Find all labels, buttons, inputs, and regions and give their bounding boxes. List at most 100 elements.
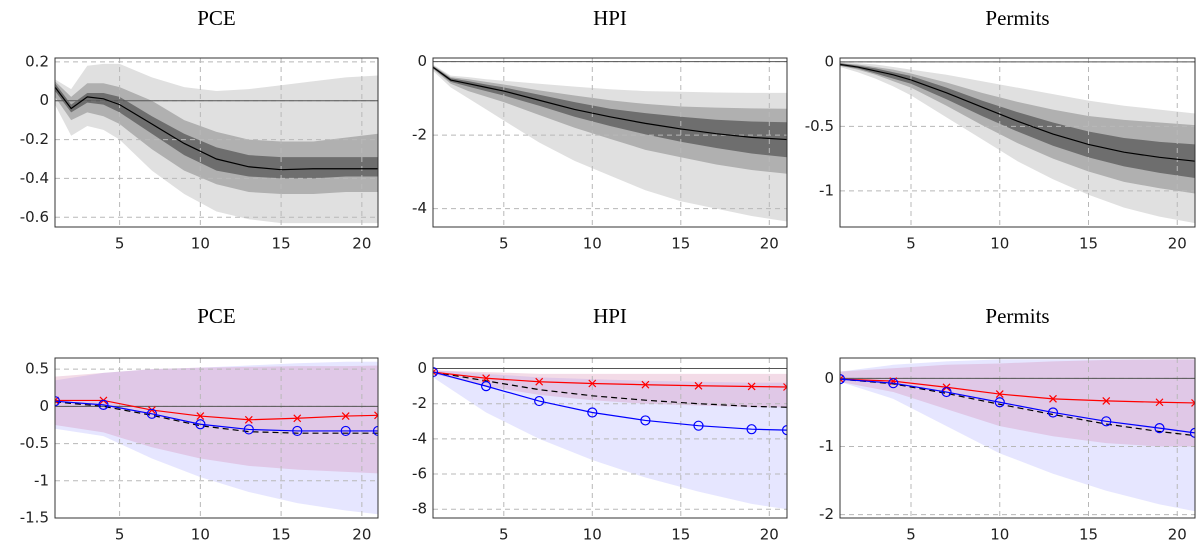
- marker: [587, 407, 598, 418]
- y-tick-label: 0: [824, 369, 834, 387]
- panel: Permits 5 10 15 20 -1 -0.5 0: [805, 6, 1196, 253]
- y-tick-label: -8: [412, 500, 427, 518]
- marker: [433, 366, 439, 378]
- marker: [196, 412, 205, 420]
- marker: [98, 399, 109, 410]
- confidence-band: [433, 66, 787, 158]
- marker: [641, 380, 650, 389]
- marker: [995, 390, 1004, 399]
- marker: [535, 377, 544, 386]
- marker: [1047, 407, 1059, 418]
- series-line: [840, 378, 1195, 404]
- marker: [341, 412, 350, 420]
- x-tick-label: 10: [990, 526, 1009, 544]
- marker: [1189, 427, 1195, 438]
- x-tick-label: 15: [671, 526, 690, 544]
- marker: [195, 419, 206, 430]
- y-tick-label: -2: [412, 126, 427, 144]
- series-line: [840, 63, 1195, 162]
- x-tick-label: 10: [583, 235, 602, 253]
- marker: [941, 386, 952, 398]
- x-tick-label: 20: [352, 235, 371, 253]
- marker: [1155, 398, 1164, 407]
- marker: [293, 414, 302, 423]
- marker: [747, 382, 756, 391]
- marker: [588, 379, 597, 388]
- series-line: [55, 399, 378, 421]
- marker: [840, 374, 846, 385]
- panel-title: HPI: [593, 6, 627, 30]
- y-tick-label: 0: [824, 52, 834, 70]
- x-tick-label: 20: [760, 526, 779, 544]
- y-tick-label: -2: [819, 505, 834, 523]
- y-tick-label: 0.5: [25, 360, 49, 378]
- marker: [1191, 399, 1195, 407]
- marker: [55, 396, 59, 405]
- x-tick-label: 5: [115, 526, 125, 544]
- marker: [693, 420, 704, 431]
- y-tick-label: 0: [417, 359, 427, 377]
- series-line: [433, 371, 787, 388]
- plot-frame: [54, 57, 379, 228]
- marker: [746, 424, 757, 435]
- x-tick-label: 15: [1079, 235, 1098, 253]
- series-line: [433, 66, 787, 141]
- x-tick-label: 15: [272, 526, 291, 544]
- panel-title: PCE: [197, 6, 236, 30]
- series-line: [433, 371, 787, 431]
- confidence-band: [55, 83, 378, 179]
- marker: [994, 397, 1005, 408]
- x-tick-label: 5: [906, 235, 916, 253]
- x-tick-label: 15: [272, 235, 291, 253]
- panel-title: HPI: [593, 304, 627, 328]
- marker: [840, 375, 844, 384]
- marker: [781, 424, 787, 436]
- plot-area: [840, 358, 1195, 518]
- series-line: [55, 86, 378, 171]
- panel: Permits 5 10 15 20 -2 -1 0: [819, 304, 1196, 544]
- series-line: [840, 378, 1195, 437]
- marker: [1154, 423, 1165, 434]
- x-tick-label: 20: [760, 235, 779, 253]
- y-tick-label: -4: [412, 429, 427, 447]
- confidence-band: [840, 359, 1195, 512]
- plot-frame: [432, 357, 788, 519]
- y-tick-label: 0.2: [25, 52, 49, 70]
- marker: [481, 381, 492, 392]
- marker: [1102, 396, 1111, 405]
- marker: [1049, 394, 1057, 403]
- x-tick-label: 5: [906, 526, 916, 544]
- plot-frame: [839, 57, 1196, 228]
- marker: [374, 411, 378, 420]
- x-tick-label: 5: [115, 235, 125, 253]
- x-tick-label: 15: [671, 235, 690, 253]
- marker: [340, 425, 351, 437]
- confidence-band: [55, 365, 378, 474]
- plot-area: [433, 58, 787, 227]
- y-tick-label: -0.4: [20, 169, 49, 187]
- marker: [433, 368, 437, 376]
- y-tick-label: -0.2: [20, 130, 49, 148]
- marker: [534, 395, 545, 407]
- marker: [146, 408, 157, 419]
- series-line: [840, 378, 1195, 434]
- x-tick-label: 10: [990, 235, 1009, 253]
- marker: [244, 415, 253, 424]
- y-tick-label: -4: [412, 199, 427, 217]
- y-tick-label: -0.5: [20, 434, 49, 452]
- plot-area: [55, 358, 378, 518]
- series-line: [55, 400, 378, 432]
- plot-area: [55, 58, 378, 227]
- marker: [694, 381, 703, 390]
- panel: HPI 5 10 15 20 -4 -2 0: [412, 6, 788, 253]
- series-line: [55, 401, 378, 434]
- x-tick-label: 5: [499, 526, 509, 544]
- x-tick-label: 20: [1168, 526, 1187, 544]
- marker: [243, 424, 254, 435]
- plot-area: [433, 358, 787, 518]
- marker: [1101, 416, 1112, 427]
- panel: PCE 5 10 15 20 -0.6 -0.4 -0.2 0 0.2: [20, 6, 379, 253]
- marker: [372, 425, 378, 437]
- x-tick-label: 20: [352, 526, 371, 544]
